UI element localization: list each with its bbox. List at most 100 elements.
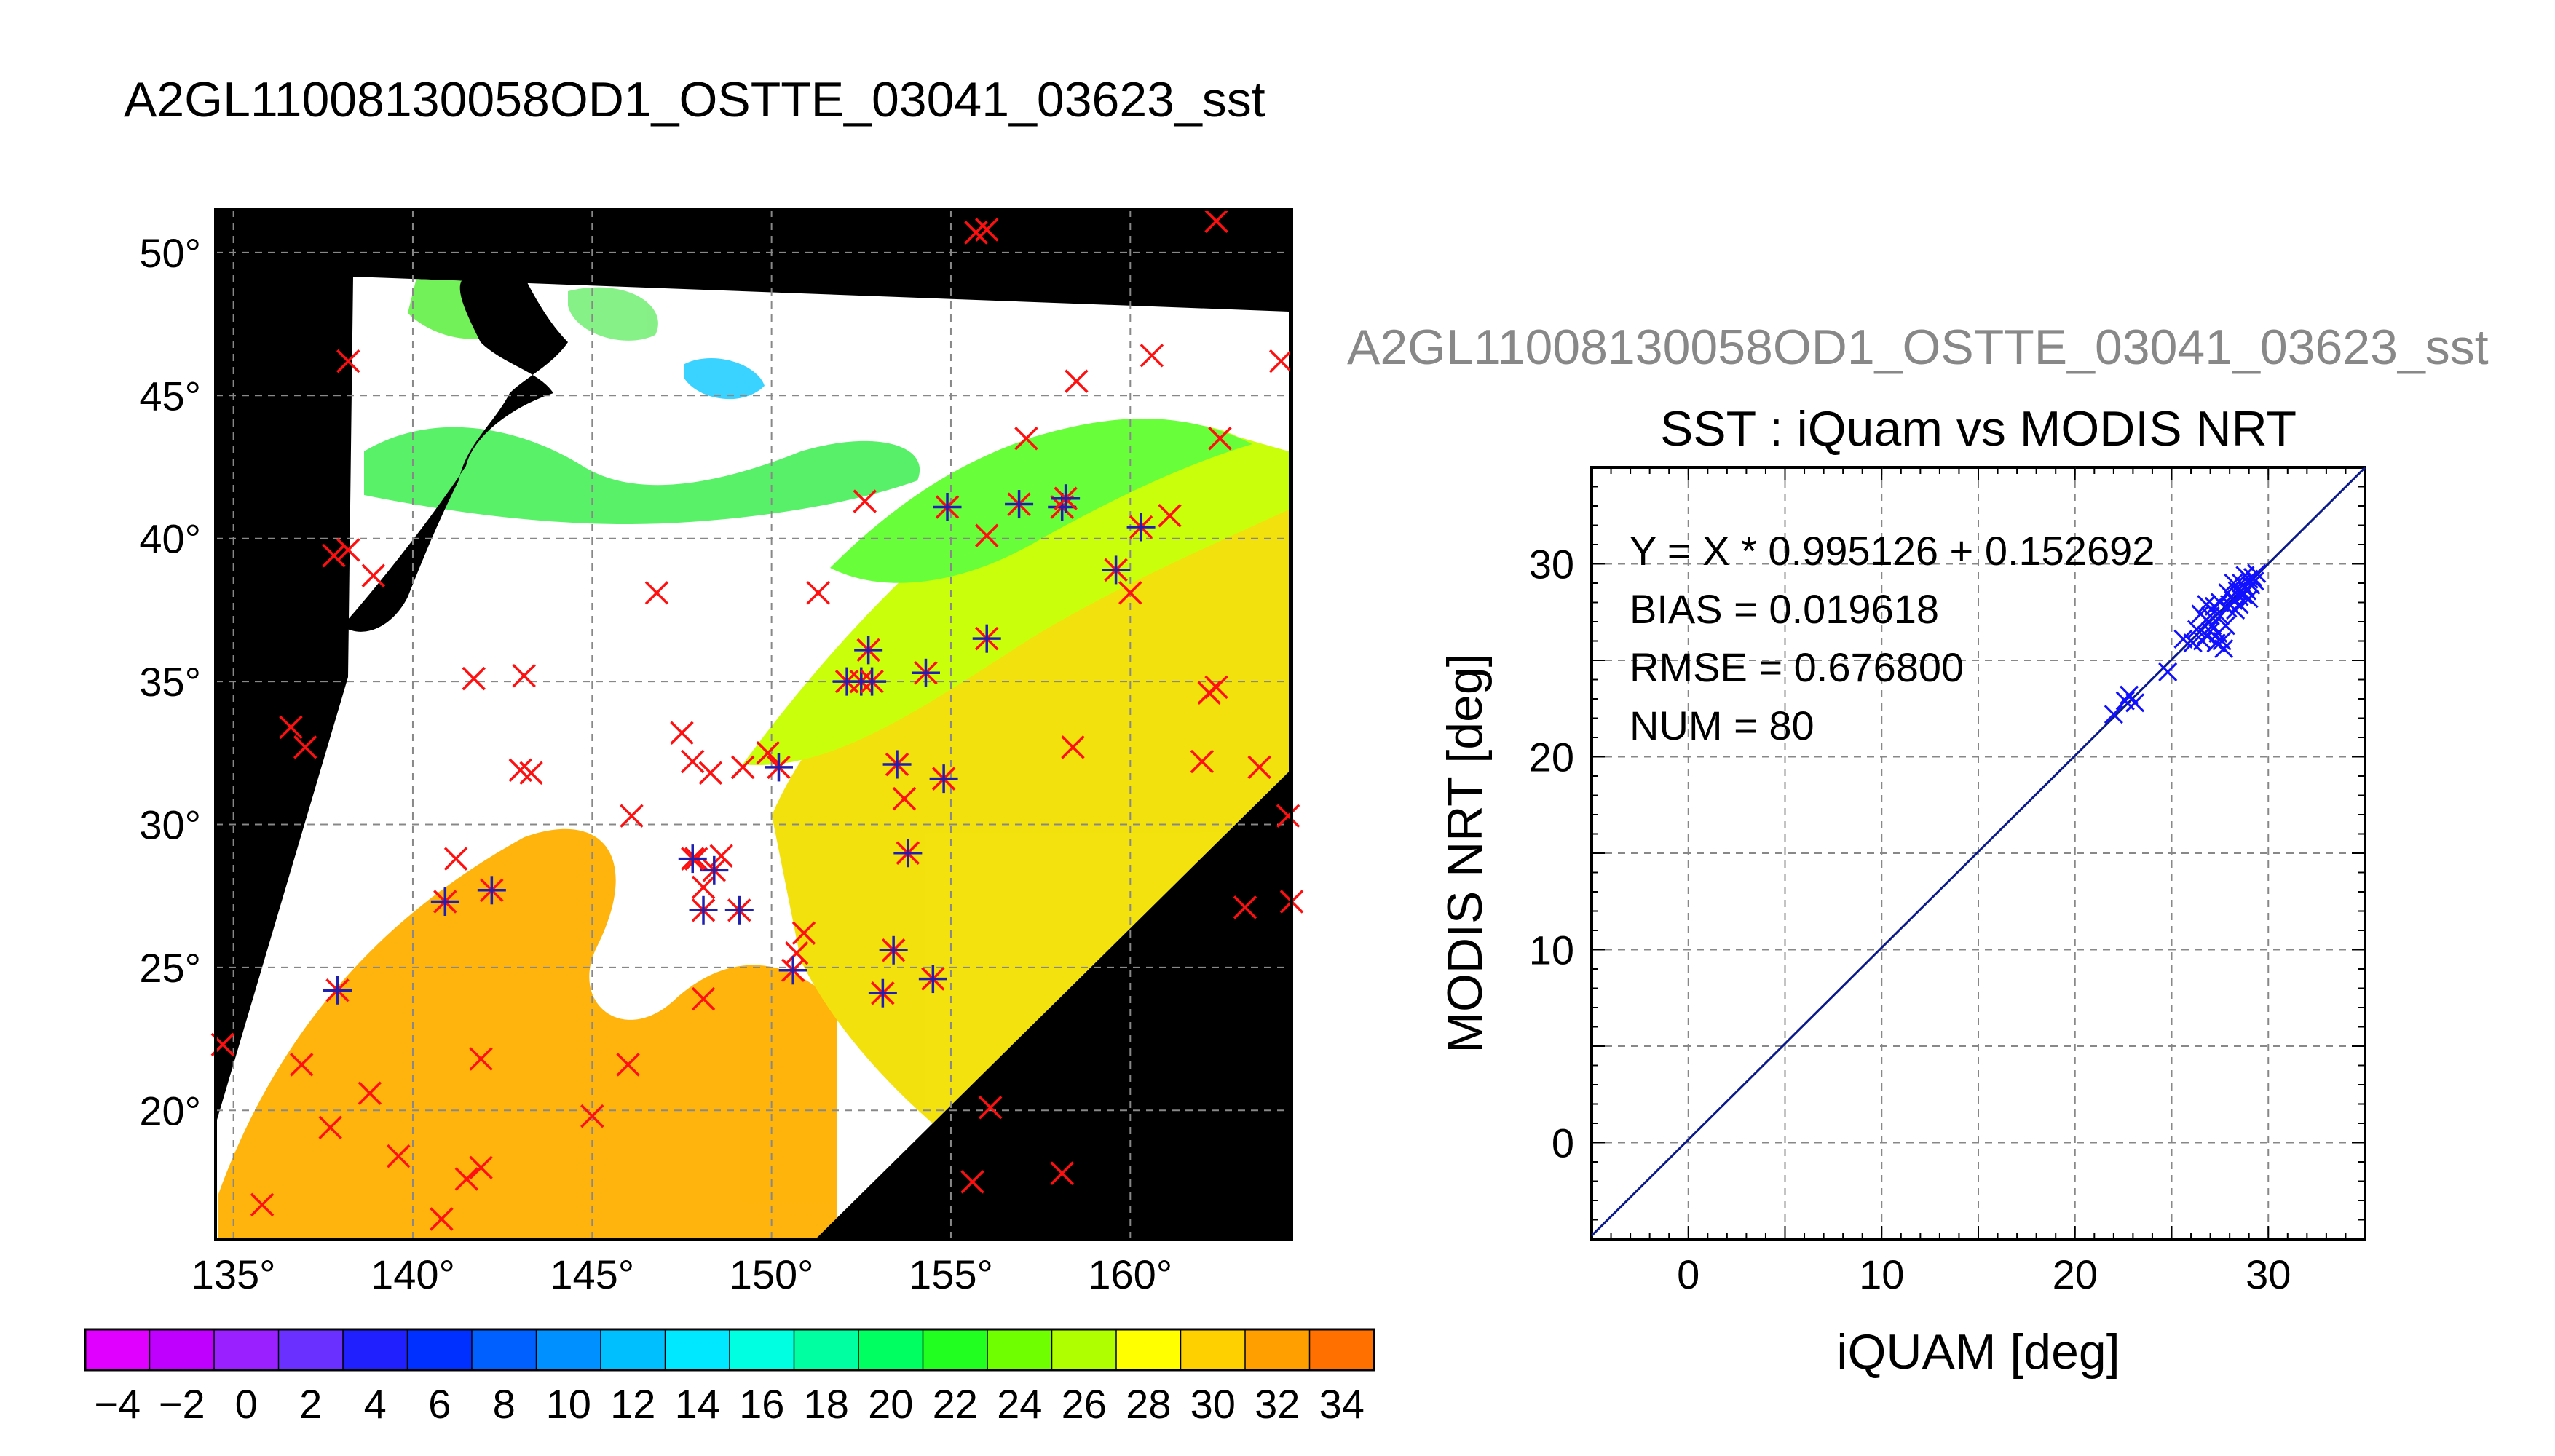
colorbar-swatch (729, 1329, 795, 1371)
insitu-marker (1233, 895, 1257, 919)
colorbar-swatch (600, 1329, 666, 1371)
insitu-marker (336, 349, 360, 373)
insitu-marker (1247, 755, 1271, 780)
colorbar-swatch (149, 1329, 216, 1371)
scatter-point (2239, 589, 2259, 609)
colorbar-swatch (1308, 1329, 1375, 1371)
insitu-marker (1065, 369, 1089, 393)
stats-line-2: BIAS = 0.019618 (1630, 586, 1939, 632)
colorbar-swatch (1115, 1329, 1182, 1371)
sst-region-north-green (364, 427, 920, 524)
scatter-point (2237, 581, 2257, 601)
stats-line-4: NUM = 80 (1630, 703, 1814, 748)
matchup-marker (879, 935, 908, 965)
scatter-y-axis-label: MODIS NRT [deg] (1437, 653, 1493, 1053)
scatter-title: SST : iQuam vs MODIS NRT (1660, 401, 2297, 456)
insitu-marker (1208, 426, 1232, 451)
matchup-marker (868, 978, 897, 1008)
colorbar-tick-label: 10 (546, 1381, 591, 1427)
colorbar-tick-label: 0 (235, 1381, 258, 1427)
insitu-marker (644, 581, 669, 605)
insitu-marker (358, 1081, 382, 1105)
map-lat-ticks: 20° 25° 30° 35° 40° 45° 50° (139, 230, 201, 1133)
scatter-x-tick-label: 30 (2246, 1251, 2291, 1297)
scatter-x-tick-label: 20 (2053, 1251, 2098, 1297)
matchup-marker (972, 624, 1001, 653)
matchup-marker (1126, 513, 1156, 542)
colorbar-frame (84, 1328, 1375, 1372)
colorbar-swatch (1244, 1329, 1311, 1371)
matchup-marker (858, 667, 887, 696)
insitu-marker (462, 666, 486, 691)
scatter-point (2245, 571, 2264, 591)
sst-region-green (830, 419, 1252, 583)
matchup-marker (911, 658, 940, 687)
scatter-point (2226, 601, 2246, 620)
insitu-marker (691, 986, 716, 1011)
colorbar-tick-label: 2 (299, 1381, 322, 1427)
matchup-marker (724, 895, 754, 925)
colorbar-swatch (987, 1329, 1053, 1371)
map-lon-tick-label: 150° (730, 1251, 814, 1297)
map-lon-tick-label: 160° (1088, 1251, 1172, 1297)
sst-region-yellow (772, 451, 1289, 1136)
matchup-marker (1048, 492, 1077, 521)
matchup-marker (323, 976, 352, 1005)
sst-region-orange (218, 828, 837, 1239)
scatter-point (2216, 616, 2235, 636)
colorbar-tick-label: −2 (159, 1381, 205, 1427)
insitu-marker (620, 804, 644, 828)
scatter-subtitle: A2GL11008130058OD1_OSTTE_03041_03623_sst (1347, 320, 2489, 375)
insitu-marker (580, 1104, 604, 1128)
colorbar-tick-label: 6 (428, 1381, 451, 1427)
scatter-point (2247, 563, 2267, 583)
insitu-marker (730, 755, 755, 780)
map-lat-tick-label: 35° (139, 659, 201, 705)
insitu-marker (1204, 209, 1228, 233)
scatter-point (2200, 622, 2220, 641)
insitu-marker (974, 218, 999, 242)
scatter-point (2218, 583, 2238, 603)
colorbar-swatch (471, 1329, 537, 1371)
colorbar-tick-labels: −4 −2 0 2 4 6 8 10 12 14 16 18 20 22 24 26 28 30 32 34 (94, 1381, 1365, 1427)
scatter-minor-ticks (1591, 467, 2366, 1240)
scatter-point (2224, 573, 2243, 593)
insitu-marker (318, 1115, 342, 1140)
scatter-y-tick-labels: 0 10 20 30 (1529, 542, 1574, 1166)
colorbar-swatch (858, 1329, 924, 1371)
colorbar-swatch (1180, 1329, 1247, 1371)
insitu-marker (1118, 581, 1142, 605)
scatter-point (2104, 705, 2123, 724)
colorbar: −4 −2 0 2 4 6 8 10 12 14 16 18 20 22 24 26 28 30 32 34 (84, 1328, 1375, 1427)
matchup-marker (893, 839, 923, 868)
scatter-y-tick-label: 0 (1552, 1120, 1574, 1166)
fit-line (1590, 467, 2366, 1237)
map-lat-tick-label: 50° (139, 230, 201, 276)
insitu-marker (361, 563, 386, 587)
map-lon-tick-label: 140° (371, 1251, 455, 1297)
scatter-y-tick-label: 20 (1529, 735, 1574, 780)
colorbar-swatch (1051, 1329, 1118, 1371)
matchup-marker (778, 956, 807, 985)
sst-field (218, 277, 1289, 1239)
scatter-x-tick-label: 0 (1677, 1251, 1699, 1297)
scatter-point (2125, 693, 2145, 713)
map-lon-tick-label: 155° (909, 1251, 993, 1297)
colorbar-tick-label: 28 (1126, 1381, 1171, 1427)
page-title: A2GL11008130058OD1_OSTTE_03041_03623_sst (124, 72, 1265, 127)
insitu-marker (670, 721, 694, 745)
insitu-marker (616, 1053, 640, 1077)
matchup-marker (929, 764, 958, 794)
colorbar-swatch (213, 1329, 280, 1371)
insitu-marker (454, 1167, 479, 1191)
map-lon-tick-label: 145° (550, 1251, 634, 1297)
sst-region-light-green (568, 287, 658, 341)
colorbar-tick-label: 34 (1319, 1381, 1365, 1427)
scatter-point (2212, 631, 2232, 651)
insitu-marker (1268, 349, 1293, 373)
sst-region-yellowgreen (743, 424, 1289, 765)
insitu-marker (250, 1192, 275, 1217)
colorbar-tick-label: 32 (1255, 1381, 1300, 1427)
map-frame (214, 208, 1293, 1241)
scatter-point (2200, 606, 2220, 626)
